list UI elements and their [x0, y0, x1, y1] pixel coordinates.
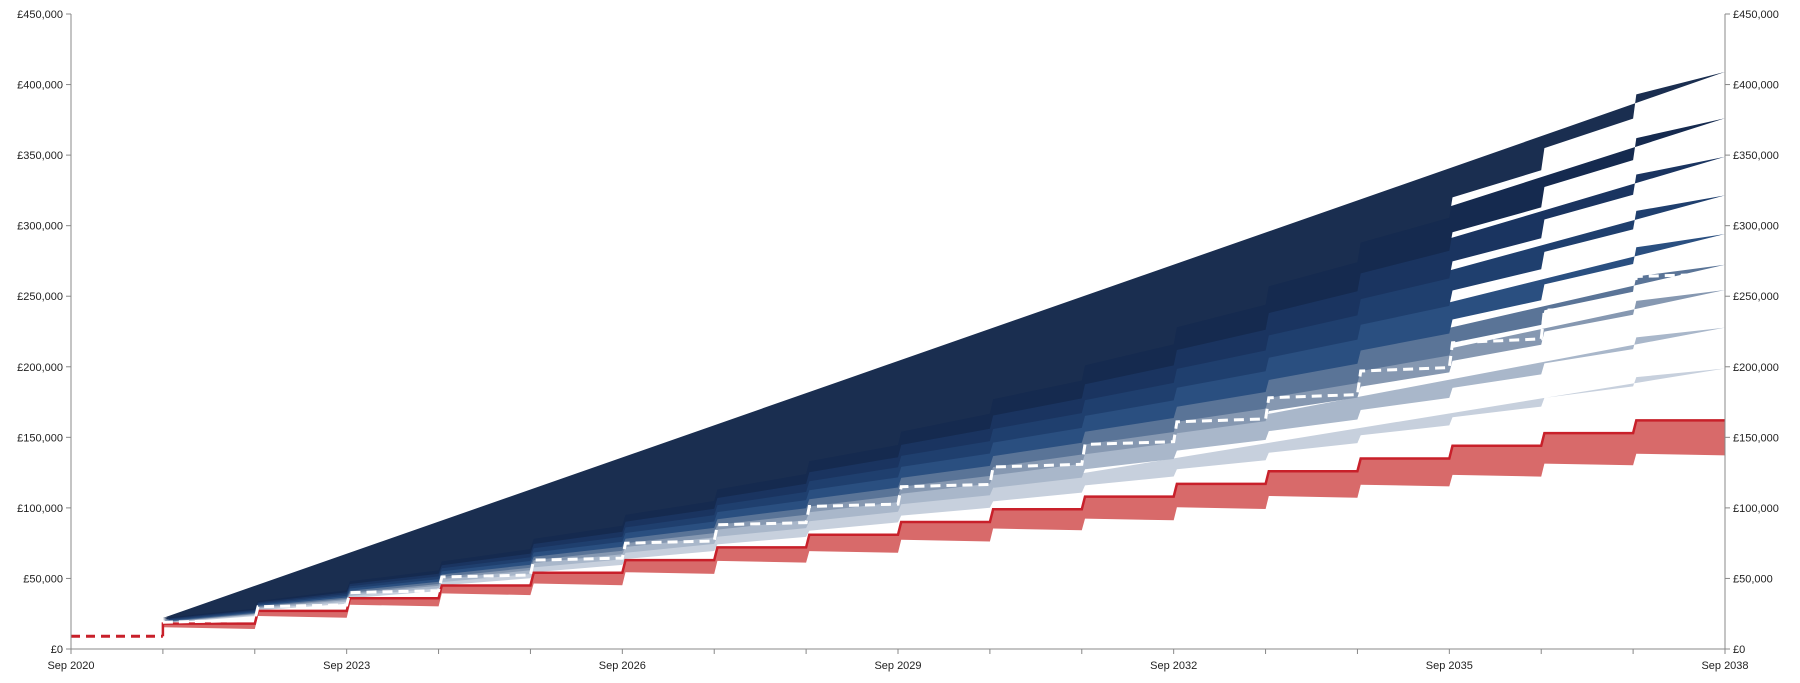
y-tick-label-right: £200,000 — [1733, 362, 1779, 374]
y-tick-label-right: £400,000 — [1733, 80, 1779, 92]
y-tick-label-right: £100,000 — [1733, 503, 1779, 515]
x-tick-label: Sep 2023 — [323, 660, 370, 672]
y-tick-label-left: £50,000 — [23, 573, 63, 585]
y-tick-label-right: £250,000 — [1733, 291, 1779, 303]
y-tick-label-right: £450,000 — [1733, 9, 1779, 21]
y-tick-label-left: £300,000 — [17, 221, 63, 233]
y-tick-label-right: £0 — [1733, 644, 1745, 656]
x-tick-label: Sep 2020 — [47, 660, 94, 672]
y-tick-label-right: £50,000 — [1733, 573, 1773, 585]
x-tick-label: Sep 2032 — [1150, 660, 1197, 672]
downside-layer — [162, 420, 1725, 629]
downside-area — [162, 420, 1725, 629]
y-tick-label-right: £350,000 — [1733, 150, 1779, 162]
x-tick-label: Sep 2029 — [874, 660, 921, 672]
plot-area — [71, 71, 1726, 638]
x-tick-label: Sep 2035 — [1426, 660, 1473, 672]
y-tick-label-right: £150,000 — [1733, 432, 1779, 444]
y-tick-label-left: £200,000 — [17, 362, 63, 374]
y-tick-label-left: £250,000 — [17, 291, 63, 303]
x-tick-label: Sep 2026 — [599, 660, 646, 672]
contributions-line — [161, 419, 1725, 637]
series-lines — [71, 272, 1726, 638]
fan-bands — [162, 71, 1725, 624]
y-tick-label-left: £450,000 — [17, 9, 63, 21]
y-tick-label-left: £0 — [51, 644, 63, 656]
y-tick-label-left: £350,000 — [17, 150, 63, 162]
y-tick-label-left: £400,000 — [17, 80, 63, 92]
fan-band-9 — [162, 71, 1725, 618]
y-tick-label-left: £150,000 — [17, 432, 63, 444]
y-tick-label-left: £100,000 — [17, 503, 63, 515]
axes: £0 £0 £50,000 £50,000 £100,000 £100,000 £150,0… — [17, 9, 1779, 672]
x-tick-label: Sep 2038 — [1701, 660, 1748, 672]
y-tick-label-right: £300,000 — [1733, 221, 1779, 233]
